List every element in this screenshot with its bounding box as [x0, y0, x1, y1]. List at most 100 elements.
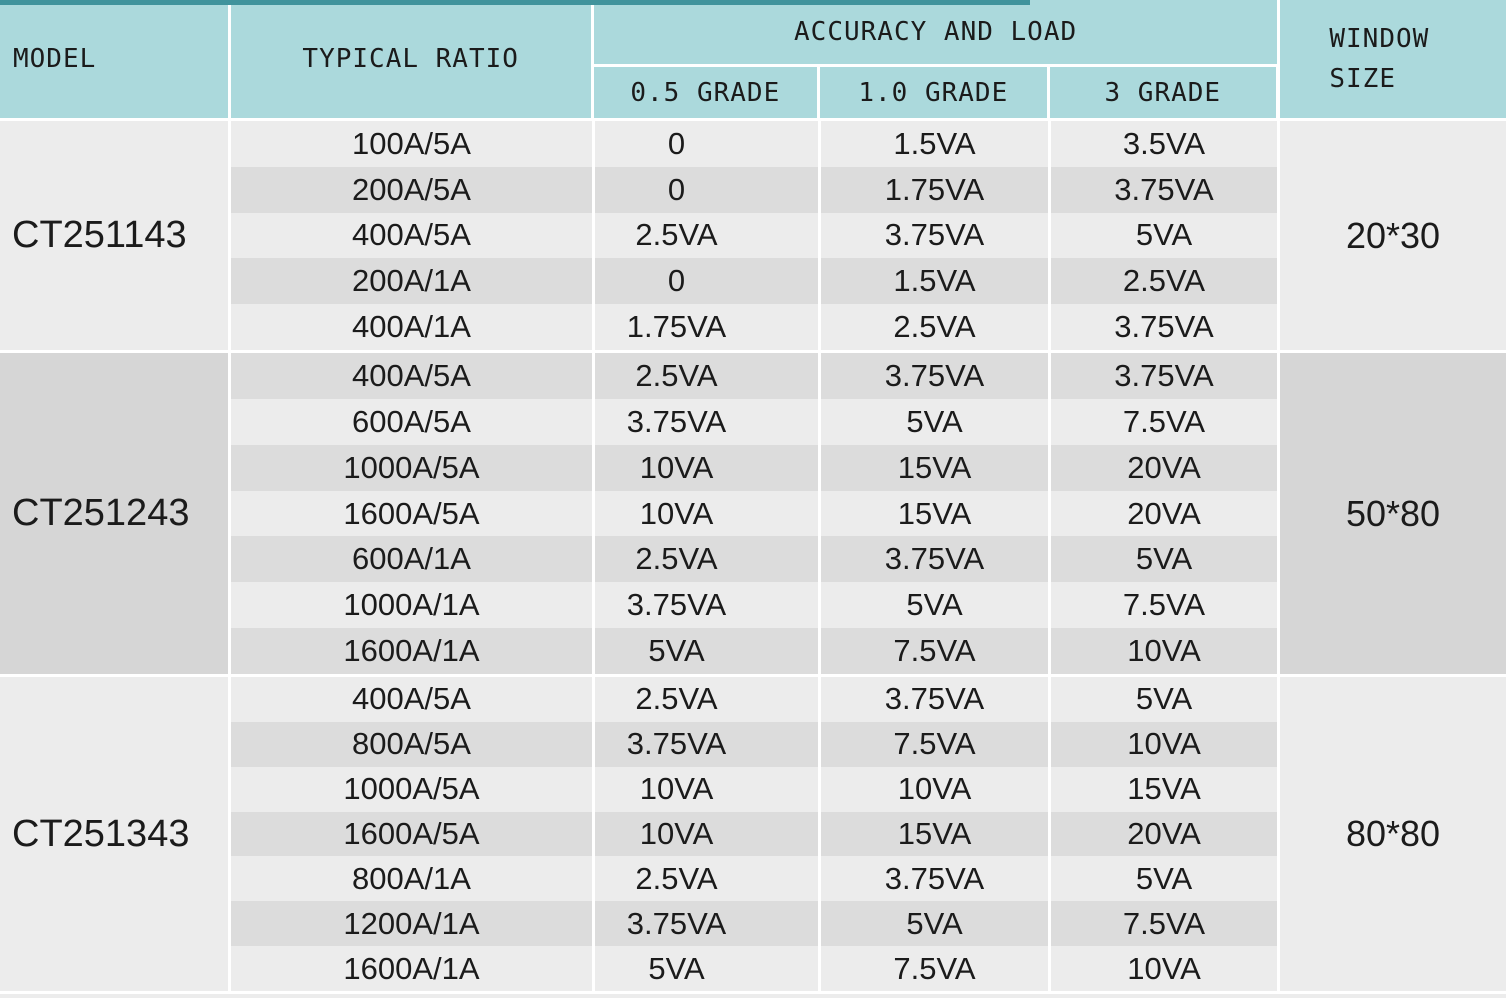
- header-model: MODEL: [0, 0, 231, 118]
- table-row: 600A/1A 2.5VA 3.75VA 5VA: [231, 536, 1277, 583]
- ratio-cell: 400A/5A: [231, 212, 595, 259]
- table-row: 800A/5A 3.75VA 7.5VA 10VA: [231, 721, 1277, 767]
- grade-05-cell: 3.75VA: [595, 582, 821, 629]
- grade-3-cell: 5VA: [1051, 536, 1277, 583]
- ratio-cell: 400A/5A: [231, 677, 595, 722]
- grade-3-cell: 10VA: [1051, 628, 1277, 675]
- grade-05-cell: 2.5VA: [595, 856, 821, 902]
- ratio-cell: 1600A/5A: [231, 490, 595, 537]
- table-bottom-border: [0, 991, 1506, 994]
- window-size-cell: 50*80: [1280, 353, 1506, 674]
- grade-05-cell: 0: [595, 121, 821, 167]
- grade-05-cell: 10VA: [595, 811, 821, 857]
- header-window-size: WINDOW SIZE: [1280, 0, 1506, 118]
- table-row: 400A/1A 1.75VA 2.5VA 3.75VA: [231, 304, 1277, 350]
- grade-3-cell: 7.5VA: [1051, 398, 1277, 445]
- grade-3-cell: 10VA: [1051, 946, 1277, 992]
- grade-05-cell: 5VA: [595, 946, 821, 992]
- ratio-cell: 1000A/5A: [231, 444, 595, 491]
- grade-3-cell: 3.75VA: [1051, 353, 1277, 399]
- grade-10-cell: 10VA: [821, 766, 1051, 812]
- header-accuracy-and-load: ACCURACY AND LOAD: [593, 0, 1278, 67]
- table-row: 200A/1A 0 1.5VA 2.5VA: [231, 258, 1277, 305]
- header-window-size-line1: WINDOW: [1329, 24, 1430, 54]
- ratio-cell: 1000A/5A: [231, 766, 595, 812]
- header-typical-ratio: TYPICAL RATIO: [230, 0, 594, 118]
- group-rows: 400A/5A 2.5VA 3.75VA 3.75VA 600A/5A 3.75…: [231, 353, 1280, 675]
- ratio-cell: 600A/1A: [231, 536, 595, 583]
- ratio-cell: 100A/5A: [231, 121, 595, 167]
- grade-3-cell: 3.5VA: [1051, 121, 1277, 167]
- grade-10-cell: 5VA: [821, 398, 1051, 445]
- grade-05-cell: 3.75VA: [595, 901, 821, 947]
- grade-05-cell: 10VA: [595, 444, 821, 491]
- table-row: 800A/1A 2.5VA 3.75VA 5VA: [231, 856, 1277, 902]
- grade-10-cell: 3.75VA: [821, 212, 1051, 259]
- grade-3-cell: 10VA: [1051, 721, 1277, 767]
- grade-10-cell: 1.5VA: [821, 121, 1051, 167]
- ratio-cell: 800A/1A: [231, 856, 595, 902]
- header-grade-10: 1.0 GRADE: [819, 67, 1050, 118]
- model-group-ct251243: CT251243 400A/5A 2.5VA 3.75VA 3.75VA 600…: [0, 350, 1506, 675]
- grade-3-cell: 5VA: [1051, 856, 1277, 902]
- top-accent-strip: [0, 0, 1030, 5]
- header-grade-row: 0.5 GRADE 1.0 GRADE 3 GRADE: [593, 67, 1278, 118]
- grade-10-cell: 5VA: [821, 582, 1051, 629]
- table-row: 1000A/5A 10VA 10VA 15VA: [231, 766, 1277, 812]
- grade-10-cell: 2.5VA: [821, 304, 1051, 350]
- ratio-cell: 400A/5A: [231, 353, 595, 399]
- grade-10-cell: 1.75VA: [821, 166, 1051, 213]
- header-grade-05: 0.5 GRADE: [593, 67, 820, 118]
- window-size-cell: 80*80: [1280, 677, 1506, 991]
- grade-05-cell: 2.5VA: [595, 677, 821, 722]
- grade-3-cell: 20VA: [1051, 490, 1277, 537]
- grade-10-cell: 15VA: [821, 811, 1051, 857]
- model-group-ct251143: CT251143 100A/5A 0 1.5VA 3.5VA 200A/5A 0…: [0, 118, 1506, 350]
- table-row: 400A/5A 2.5VA 3.75VA 5VA: [231, 677, 1277, 722]
- grade-05-cell: 3.75VA: [595, 398, 821, 445]
- table-row: 1600A/5A 10VA 15VA 20VA: [231, 811, 1277, 857]
- grade-10-cell: 5VA: [821, 901, 1051, 947]
- ratio-cell: 200A/5A: [231, 166, 595, 213]
- grade-05-cell: 0: [595, 166, 821, 213]
- grade-10-cell: 7.5VA: [821, 946, 1051, 992]
- table-row: 600A/5A 3.75VA 5VA 7.5VA: [231, 398, 1277, 445]
- grade-05-cell: 10VA: [595, 766, 821, 812]
- grade-05-cell: 0: [595, 258, 821, 305]
- header-accuracy-block: ACCURACY AND LOAD 0.5 GRADE 1.0 GRADE 3 …: [593, 0, 1281, 118]
- grade-3-cell: 2.5VA: [1051, 258, 1277, 305]
- ratio-cell: 400A/1A: [231, 304, 595, 350]
- table-row: 400A/5A 2.5VA 3.75VA 5VA: [231, 212, 1277, 259]
- header-window-size-line2: SIZE: [1329, 64, 1396, 94]
- grade-05-cell: 2.5VA: [595, 536, 821, 583]
- grade-3-cell: 20VA: [1051, 811, 1277, 857]
- table-row: 1200A/1A 3.75VA 5VA 7.5VA: [231, 901, 1277, 947]
- table-row: 1600A/1A 5VA 7.5VA 10VA: [231, 946, 1277, 992]
- table-row: 400A/5A 2.5VA 3.75VA 3.75VA: [231, 353, 1277, 399]
- grade-10-cell: 15VA: [821, 490, 1051, 537]
- ratio-cell: 600A/5A: [231, 398, 595, 445]
- grade-05-cell: 2.5VA: [595, 212, 821, 259]
- window-size-cell: 20*30: [1280, 121, 1506, 350]
- grade-3-cell: 5VA: [1051, 212, 1277, 259]
- grade-10-cell: 7.5VA: [821, 628, 1051, 675]
- group-rows: 100A/5A 0 1.5VA 3.5VA 200A/5A 0 1.75VA 3…: [231, 121, 1280, 350]
- table-row: 1600A/5A 10VA 15VA 20VA: [231, 490, 1277, 537]
- grade-05-cell: 2.5VA: [595, 353, 821, 399]
- grade-10-cell: 3.75VA: [821, 353, 1051, 399]
- grade-3-cell: 20VA: [1051, 444, 1277, 491]
- ratio-cell: 1600A/1A: [231, 628, 595, 675]
- grade-05-cell: 1.75VA: [595, 304, 821, 350]
- grade-3-cell: 15VA: [1051, 766, 1277, 812]
- table-header: MODEL TYPICAL RATIO ACCURACY AND LOAD 0.…: [0, 0, 1506, 118]
- grade-05-cell: 5VA: [595, 628, 821, 675]
- grade-05-cell: 3.75VA: [595, 721, 821, 767]
- table-row: 100A/5A 0 1.5VA 3.5VA: [231, 121, 1277, 167]
- model-cell: CT251143: [0, 121, 231, 350]
- ratio-cell: 200A/1A: [231, 258, 595, 305]
- grade-05-cell: 10VA: [595, 490, 821, 537]
- grade-10-cell: 15VA: [821, 444, 1051, 491]
- grade-3-cell: 3.75VA: [1051, 304, 1277, 350]
- grade-10-cell: 3.75VA: [821, 536, 1051, 583]
